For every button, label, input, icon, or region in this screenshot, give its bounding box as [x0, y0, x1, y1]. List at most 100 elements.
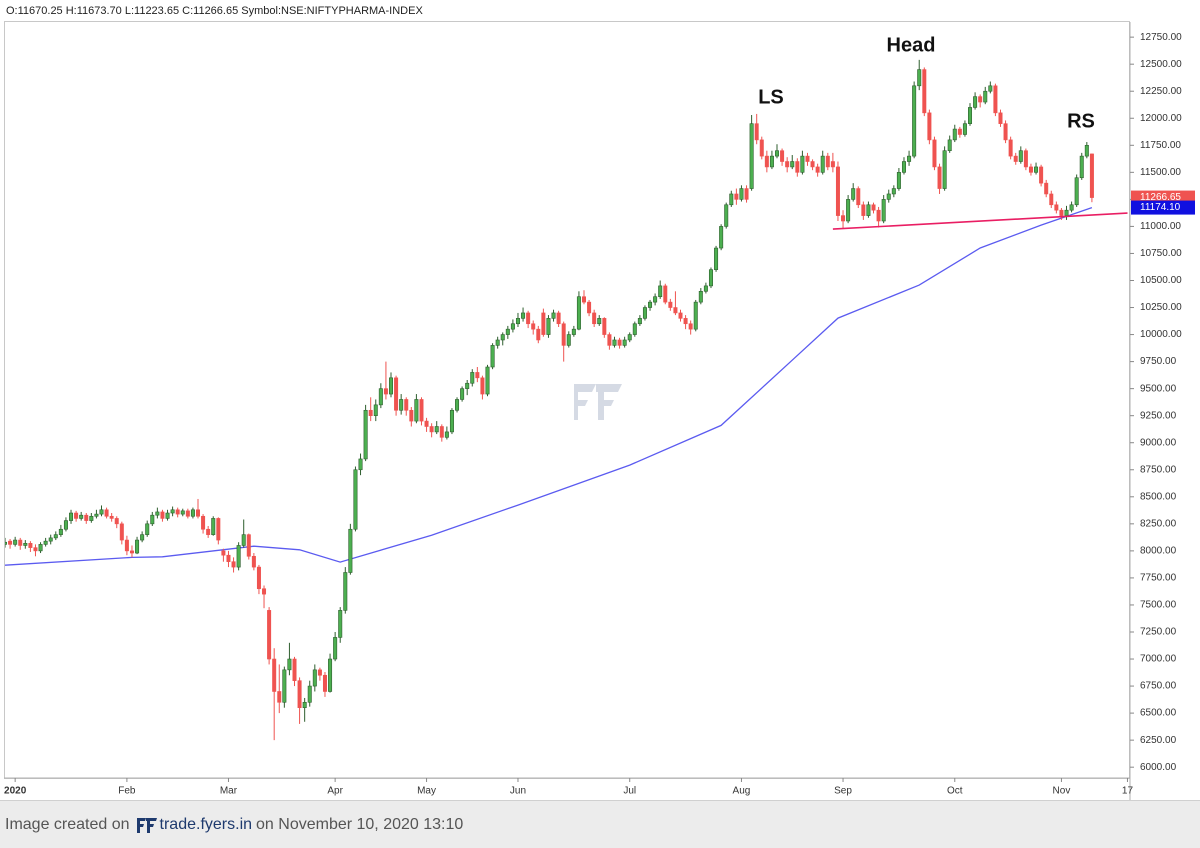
candle-body [99, 509, 104, 515]
candle-body [1018, 150, 1023, 162]
candle-body [962, 123, 967, 135]
x-tick-label: 2020 [4, 786, 27, 797]
y-tick-label: 8750.00 [1140, 464, 1177, 475]
candle-body [1069, 204, 1074, 211]
candle-body [917, 69, 922, 87]
candle-body [439, 426, 444, 438]
candle-body [124, 539, 129, 552]
candle-body [536, 328, 541, 341]
candle-body [739, 188, 744, 200]
candle-body [221, 550, 226, 556]
candle-body [922, 69, 927, 114]
fyers-logo [136, 817, 157, 833]
candle-body [383, 388, 388, 395]
candle-body [896, 172, 901, 189]
candle-body [841, 215, 846, 222]
x-tick-label: Nov [1053, 786, 1071, 797]
candle-body [1028, 166, 1033, 173]
candle-body [663, 285, 668, 303]
candle-body [795, 161, 800, 173]
candle-body [150, 514, 155, 525]
y-tick-label: 6750.00 [1140, 681, 1177, 692]
candle-body [114, 518, 119, 525]
candle-body [556, 312, 561, 325]
candle-body [287, 658, 292, 671]
candle-body [216, 518, 221, 541]
candle-body [414, 399, 419, 422]
candle-body [94, 513, 99, 517]
candle-body [444, 431, 449, 438]
candle-body [622, 339, 627, 346]
candle-body [104, 509, 109, 517]
candle-body [69, 512, 74, 521]
candle-body [206, 528, 211, 535]
candle-body [328, 658, 333, 692]
candle-body [932, 139, 937, 168]
candle-body [434, 426, 439, 433]
candle-body [500, 334, 505, 341]
candle-body [312, 669, 317, 687]
x-tick-label: Oct [947, 786, 963, 797]
candle-body [627, 334, 632, 341]
candle-body [165, 512, 170, 519]
candle-body [769, 155, 774, 168]
candle-body [683, 318, 688, 325]
candle-body [998, 112, 1003, 124]
candle-body [947, 139, 952, 152]
candle-body [724, 204, 729, 227]
candle-body [5, 541, 8, 545]
candle-body [470, 372, 475, 384]
candle-body [1003, 123, 1008, 141]
y-tick-label: 9750.00 [1140, 356, 1177, 367]
candle-body [607, 334, 612, 346]
candle-body [424, 420, 429, 427]
candle-body [226, 554, 231, 562]
candle-body [155, 511, 160, 516]
candle-body [322, 674, 327, 692]
candle-body [891, 188, 896, 195]
candle-body [84, 514, 89, 521]
x-tick-label: May [417, 786, 436, 797]
candle-body [505, 328, 510, 335]
y-tick-label: 9000.00 [1140, 437, 1177, 448]
y-tick-label: 7250.00 [1140, 627, 1177, 638]
candle-body [338, 610, 343, 638]
close-price-label: 11266.65 [1140, 192, 1181, 203]
pattern-label: LS [758, 86, 784, 108]
candle-body [307, 685, 312, 703]
candle-body [587, 301, 592, 314]
candle-body [907, 155, 912, 162]
y-tick-label: 11000.00 [1140, 221, 1181, 232]
candle-body [820, 155, 825, 173]
x-tick-label: Feb [118, 786, 136, 797]
candle-body [1034, 166, 1039, 173]
candle-body [876, 209, 881, 222]
candle-body [109, 515, 114, 519]
candle-body [333, 637, 338, 660]
candle-body [637, 318, 642, 325]
candle-body [43, 540, 48, 545]
candle-body [668, 301, 673, 308]
candle-body [658, 285, 663, 298]
candle-body [871, 204, 876, 211]
candle-body [937, 166, 942, 189]
candle-body [597, 318, 602, 325]
background [0, 0, 1200, 800]
candle-body [642, 307, 647, 319]
candle-body [927, 112, 932, 141]
y-tick-label: 6000.00 [1140, 762, 1177, 773]
candle-body [648, 301, 653, 308]
candle-body [74, 512, 79, 519]
candle-body [28, 543, 33, 548]
candle-body [942, 150, 947, 189]
candle-body [241, 534, 246, 546]
candle-body [1084, 144, 1089, 157]
candle-body [302, 701, 307, 708]
candle-body [703, 285, 708, 292]
y-tick-label: 10500.00 [1140, 275, 1182, 286]
candle-body [348, 528, 353, 573]
candle-body [343, 572, 348, 611]
candle-body [1013, 155, 1018, 162]
y-tick-label: 10750.00 [1140, 248, 1182, 259]
candle-body [231, 561, 236, 568]
